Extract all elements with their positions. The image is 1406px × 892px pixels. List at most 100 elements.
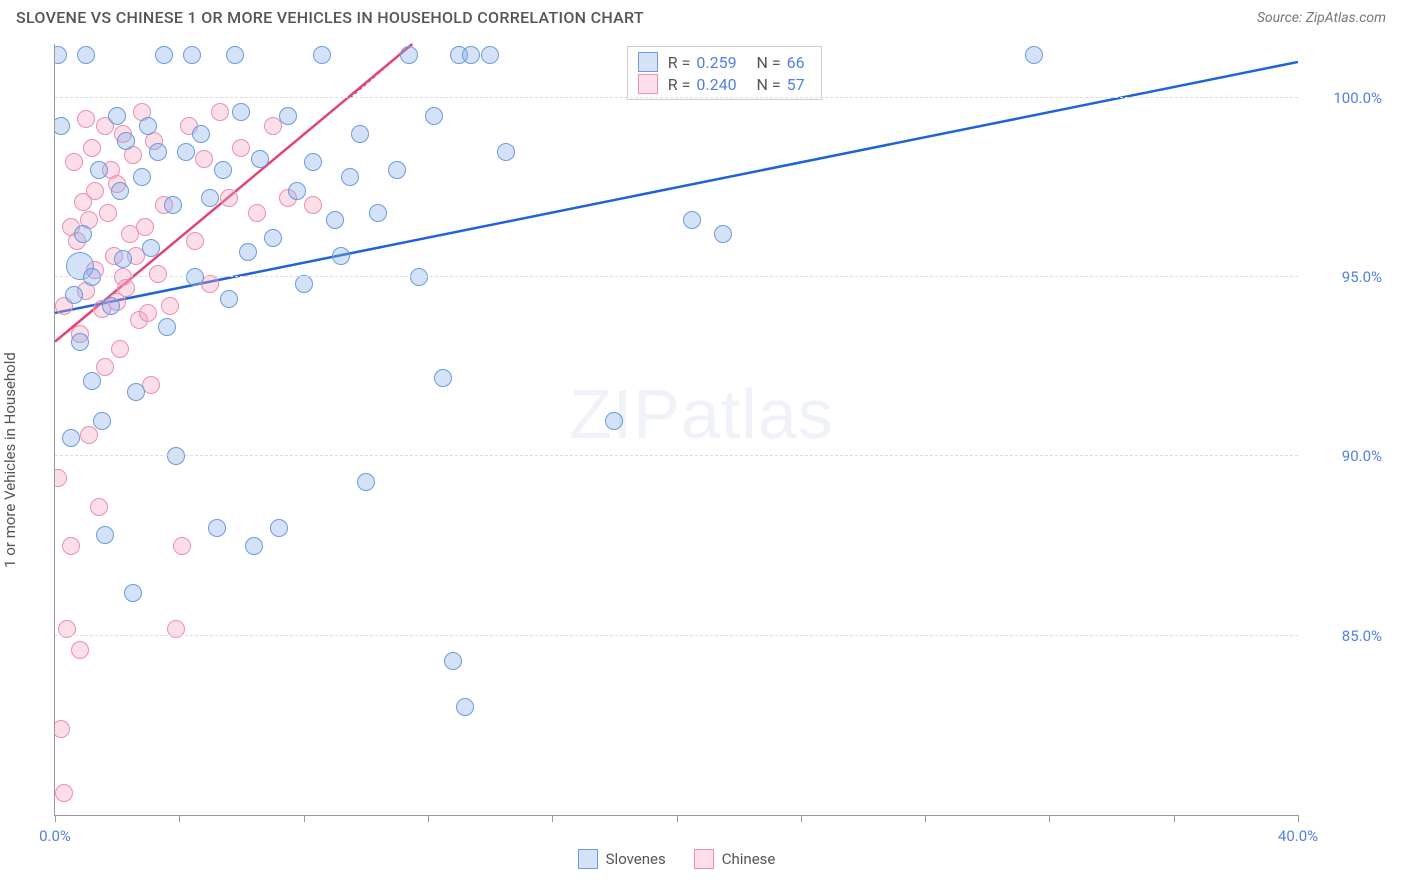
scatter-point-slovenes: [481, 46, 499, 64]
swatch-slovenes: [638, 52, 658, 72]
scatter-point-chinese: [161, 297, 179, 315]
scatter-point-chinese: [90, 498, 108, 516]
scatter-point-slovenes: [456, 698, 474, 716]
scatter-point-chinese: [195, 150, 213, 168]
scatter-point-slovenes: [214, 161, 232, 179]
scatter-point-slovenes: [425, 107, 443, 125]
scatter-point-chinese: [186, 232, 204, 250]
scatter-point-slovenes: [102, 297, 120, 315]
swatch-chinese: [694, 849, 714, 869]
scatter-point-slovenes: [124, 584, 142, 602]
scatter-point-slovenes: [714, 225, 732, 243]
scatter-point-chinese: [142, 376, 160, 394]
chart-container: 1 or more Vehicles in Household ZIPatlas…: [16, 44, 1390, 876]
n-value-chinese: 57: [787, 75, 805, 94]
scatter-point-chinese: [80, 426, 98, 444]
scatter-point-slovenes: [245, 537, 263, 555]
x-tick: [925, 815, 926, 822]
scatter-point-slovenes: [142, 239, 160, 257]
gridline-h: [55, 276, 1298, 277]
scatter-point-slovenes: [434, 369, 452, 387]
legend-row-chinese: R = 0.240 N = 57: [638, 73, 805, 95]
scatter-point-slovenes: [77, 46, 95, 64]
n-label: N =: [757, 75, 781, 94]
x-tick: [55, 815, 56, 822]
scatter-point-slovenes: [351, 125, 369, 143]
scatter-point-slovenes: [462, 46, 480, 64]
scatter-point-slovenes: [332, 247, 350, 265]
scatter-point-slovenes: [388, 161, 406, 179]
x-tick-label: 40.0%: [1278, 827, 1318, 845]
scatter-point-slovenes: [220, 290, 238, 308]
r-label: R =: [668, 53, 691, 72]
scatter-point-slovenes: [326, 211, 344, 229]
scatter-layer: [55, 44, 1298, 815]
scatter-point-slovenes: [90, 161, 108, 179]
scatter-point-chinese: [77, 110, 95, 128]
scatter-point-slovenes: [232, 103, 250, 121]
legend-label-slovenes: Slovenes: [606, 850, 666, 868]
series-legend: Slovenes Chinese: [55, 849, 1298, 869]
scatter-point-slovenes: [444, 652, 462, 670]
scatter-point-slovenes: [410, 268, 428, 286]
r-value-chinese: 0.240: [696, 75, 736, 94]
scatter-point-slovenes: [295, 275, 313, 293]
scatter-point-chinese: [136, 218, 154, 236]
scatter-point-slovenes: [55, 46, 67, 64]
legend-row-slovenes: R = 0.259 N = 66: [638, 51, 805, 73]
gridline-h: [55, 455, 1298, 456]
x-tick: [1174, 815, 1175, 822]
scatter-point-slovenes: [108, 107, 126, 125]
scatter-point-slovenes: [251, 150, 269, 168]
x-tick-label: 0.0%: [39, 827, 71, 845]
scatter-point-chinese: [304, 196, 322, 214]
y-tick-label: 90.0%: [1306, 447, 1382, 465]
scatter-point-slovenes: [167, 447, 185, 465]
scatter-point-slovenes: [83, 372, 101, 390]
y-tick-label: 100.0%: [1306, 89, 1382, 107]
source-prefix: Source:: [1257, 10, 1306, 26]
scatter-point-chinese: [55, 784, 73, 802]
scatter-point-slovenes: [357, 473, 375, 491]
scatter-point-slovenes: [55, 117, 70, 135]
scatter-point-slovenes: [369, 204, 387, 222]
swatch-chinese: [638, 74, 658, 94]
scatter-point-slovenes: [183, 46, 201, 64]
scatter-point-chinese: [139, 304, 157, 322]
y-tick-label: 85.0%: [1306, 627, 1382, 645]
scatter-point-chinese: [173, 537, 191, 555]
x-tick: [801, 815, 802, 822]
scatter-point-chinese: [111, 340, 129, 358]
scatter-point-slovenes: [341, 168, 359, 186]
scatter-point-slovenes: [139, 117, 157, 135]
scatter-point-slovenes: [497, 143, 515, 161]
scatter-point-chinese: [65, 153, 83, 171]
scatter-point-slovenes: [74, 225, 92, 243]
scatter-point-chinese: [86, 182, 104, 200]
scatter-point-slovenes: [155, 46, 173, 64]
scatter-point-slovenes: [158, 318, 176, 336]
legend-label-chinese: Chinese: [722, 850, 776, 868]
x-tick: [428, 815, 429, 822]
scatter-point-slovenes: [111, 182, 129, 200]
scatter-point-chinese: [99, 204, 117, 222]
gridline-h: [55, 635, 1298, 636]
scatter-point-slovenes: [83, 268, 101, 286]
scatter-point-slovenes: [133, 168, 151, 186]
r-label: R =: [668, 75, 691, 94]
scatter-point-chinese: [248, 204, 266, 222]
correlation-legend: R = 0.259 N = 66 R = 0.240 N = 57: [627, 46, 822, 100]
scatter-point-slovenes: [127, 383, 145, 401]
scatter-point-slovenes: [177, 143, 195, 161]
scatter-point-slovenes: [62, 429, 80, 447]
scatter-point-chinese: [55, 469, 67, 487]
swatch-slovenes: [578, 849, 598, 869]
gridline-h: [55, 97, 1298, 98]
plot-area: ZIPatlas R = 0.259 N = 66 R = 0.240: [54, 44, 1298, 816]
scatter-point-slovenes: [313, 46, 331, 64]
legend-item-chinese: Chinese: [694, 849, 776, 869]
scatter-point-slovenes: [164, 196, 182, 214]
scatter-point-chinese: [232, 139, 250, 157]
n-value-slovenes: 66: [787, 53, 805, 72]
scatter-point-chinese: [71, 641, 89, 659]
